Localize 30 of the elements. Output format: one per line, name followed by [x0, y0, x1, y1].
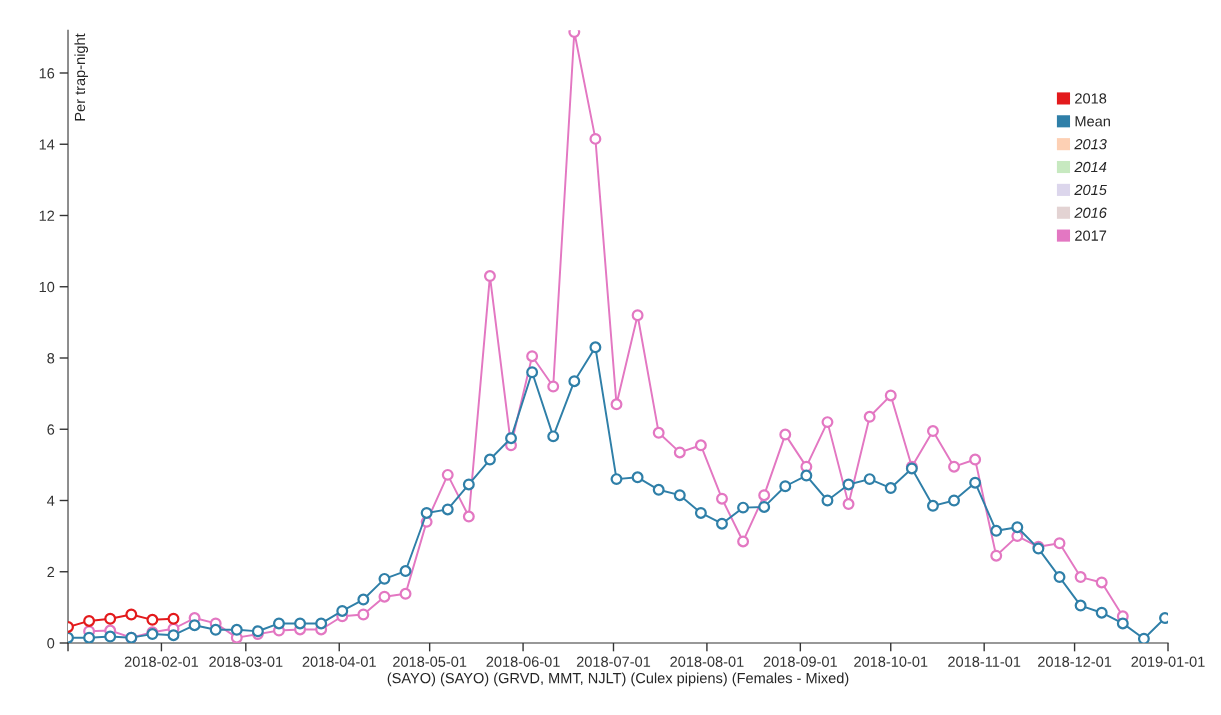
- y-tick-label: 8: [47, 353, 55, 364]
- y-axis-title: Per trap-night: [74, 33, 89, 121]
- legend-label: Mean: [1075, 116, 1110, 127]
- y-tick-label: 14: [39, 139, 55, 150]
- x-tick-label: 2018-09-01: [763, 656, 837, 667]
- y-tick-label: 16: [39, 68, 55, 79]
- legend-label: 2018: [1075, 93, 1107, 104]
- y-tick-label: 12: [39, 210, 55, 221]
- legend-label: 2015: [1074, 184, 1107, 196]
- x-tick-label: 2018-04-01: [302, 656, 376, 667]
- x-tick-label: 2018-03-01: [209, 656, 283, 667]
- legend-label: 2013: [1074, 139, 1107, 150]
- legend-label: 2014: [1074, 161, 1107, 173]
- y-tick-label: 2: [47, 566, 55, 578]
- y-tick-label: 4: [47, 495, 55, 506]
- x-tick-label: 2019-01-01: [1131, 656, 1205, 667]
- y-tick-label: 0: [47, 638, 55, 649]
- x-tick-label: 2018-08-01: [670, 656, 744, 667]
- y-tick-label: 6: [47, 424, 55, 435]
- x-tick-label: 2018-06-01: [486, 656, 560, 667]
- x-tick-label: 2018-05-01: [393, 656, 467, 667]
- x-tick-label: 2018-10-01: [854, 656, 928, 667]
- x-tick-label: 2018-02-01: [124, 656, 199, 667]
- x-tick-label: 2018-07-01: [576, 656, 651, 667]
- y-tick-label: 10: [39, 281, 55, 293]
- legend-label: 2017: [1075, 230, 1107, 241]
- x-axis-title: (SAYO) (SAYO) (GRVD, MMT, NJLT) (Culex pipiens) (Females - Mixed): [387, 672, 849, 687]
- x-tick-label: 2018-12-01: [1038, 656, 1112, 667]
- legend-label: 2016: [1074, 207, 1107, 218]
- x-tick-label: 2018-11-01: [948, 656, 1021, 667]
